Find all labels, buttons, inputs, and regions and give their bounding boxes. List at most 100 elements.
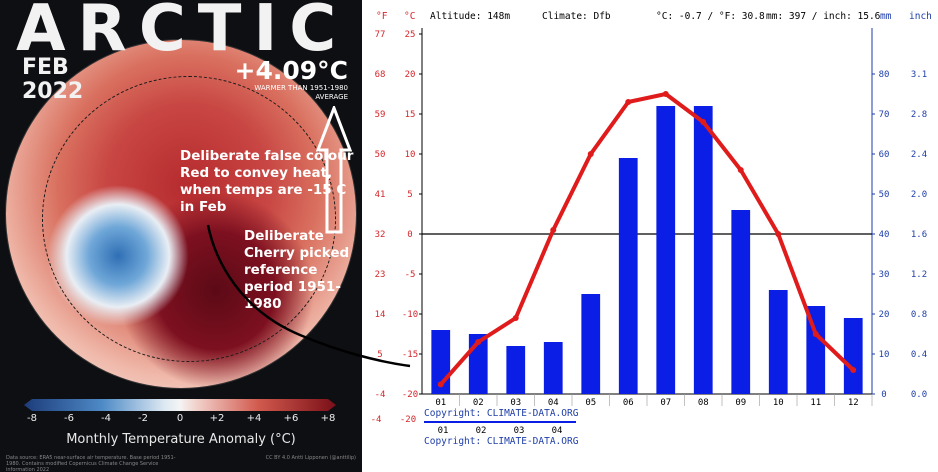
tick-label-f: 14	[375, 310, 386, 320]
temperature-point	[587, 151, 594, 157]
tick-label-inch: 0.8	[911, 310, 927, 320]
arctic-map-panel: ARCTIC FEB 2022 +4.09°C WARMER THAN 1951…	[0, 0, 362, 472]
inset-month-label: 04	[552, 426, 563, 436]
unit-inch: inch	[909, 11, 932, 22]
precip-bar	[768, 290, 788, 394]
map-credit: CC BY 4.0 Antti Lipponen (@anttilip)	[265, 455, 356, 461]
unit-c: °C	[404, 11, 416, 22]
tick-label-inch: 1.6	[911, 230, 927, 240]
tick-label-f: 41	[375, 190, 386, 200]
colorbar-tick: 0	[176, 413, 184, 424]
header-altitude: Altitude: 148m	[430, 11, 511, 22]
colorbar-tick: -6	[64, 413, 74, 424]
inset-tick-f: -4	[371, 415, 382, 425]
map-month-year: FEB 2022	[22, 56, 83, 104]
annotation-false-colour: Deliberate false colour Red to convey he…	[180, 148, 354, 215]
tick-label-f: 50	[375, 150, 386, 160]
annotation-reference-period: Deliberate Cherry picked reference perio…	[244, 228, 350, 312]
inset-tick-c: -20	[400, 415, 416, 425]
inset-month-label: 03	[514, 426, 525, 436]
temperature-point	[512, 315, 519, 321]
tick-label-f: 59	[375, 110, 386, 120]
month-label: 07	[660, 398, 671, 408]
colorbar-tick: +4	[246, 413, 262, 424]
precip-bar	[843, 318, 863, 394]
tick-label-mm: 50	[879, 190, 890, 200]
tick-label-mm: 20	[879, 310, 890, 320]
tick-label-inch: 1.2	[911, 270, 927, 280]
temperature-point	[812, 331, 819, 337]
month-label: 06	[623, 398, 634, 408]
tick-label-f: -4	[375, 390, 386, 400]
unit-f: °F	[376, 11, 388, 22]
unit-mm: mm	[880, 11, 892, 22]
tick-label-inch: 3.1	[911, 70, 927, 80]
tick-label-c: -10	[402, 310, 418, 320]
tick-label-c: 20	[405, 70, 416, 80]
tick-label-mm: 60	[879, 150, 890, 160]
tick-label-c: -5	[405, 270, 416, 280]
precip-bar	[506, 346, 526, 394]
precip-bar	[806, 306, 826, 394]
arctic-circle-line	[42, 76, 336, 362]
tick-label-mm: 0	[881, 390, 886, 400]
month-label: 11	[810, 398, 821, 408]
precip-bar	[693, 106, 713, 394]
tick-label-f: 23	[375, 270, 386, 280]
temperature-point	[737, 167, 744, 173]
month-label: 01	[435, 398, 446, 408]
tick-label-c: -20	[402, 390, 418, 400]
tick-label-f: 77	[375, 30, 386, 40]
month-label: 10	[773, 398, 784, 408]
tick-label-c: 0	[407, 230, 412, 240]
precip-bar	[581, 294, 601, 394]
header-temp: °C: -0.7 / °F: 30.8	[656, 11, 765, 22]
tick-label-mm: 10	[879, 350, 890, 360]
tick-label-mm: 40	[879, 230, 890, 240]
tick-label-c: 5	[407, 190, 412, 200]
colorbar-tick: -8	[27, 413, 37, 424]
tick-label-inch: 2.8	[911, 110, 927, 120]
tick-label-f: 32	[375, 230, 386, 240]
colorbar-tick: +6	[283, 413, 299, 424]
climate-chart-panel: °F °C Altitude: 148m Climate: Dfb °C: -0…	[362, 0, 938, 472]
map-source: Data source: ERA5 near-surface air tempe…	[6, 455, 176, 472]
colorbar-tick: -2	[138, 413, 148, 424]
tick-label-inch: 0.4	[911, 350, 927, 360]
precip-bar	[618, 158, 638, 394]
tick-label-f: 5	[377, 350, 382, 360]
month-label: 02	[473, 398, 484, 408]
tick-label-c: 15	[405, 110, 416, 120]
header-precip: mm: 397 / inch: 15.6	[766, 11, 881, 22]
month-label: 04	[548, 398, 559, 408]
inset-month-label: 01	[438, 426, 449, 436]
temperature-point	[625, 99, 632, 105]
colorbar-tick: -4	[101, 413, 111, 424]
colorbar-label: Monthly Temperature Anomaly (°C)	[66, 432, 296, 447]
colorbar-tick: +8	[320, 413, 336, 424]
climate-chart: -20 -4 -15 5 -10 14 -5 23 0 32 5 41 10 50 15 59 20 68 25 77…	[371, 28, 927, 436]
header-climate: Climate: Dfb	[542, 11, 611, 22]
anomaly-subtitle: WARMER THAN 1951-1980 AVERAGE	[254, 84, 348, 101]
month-label: 09	[735, 398, 746, 408]
precip-bar	[731, 210, 751, 394]
tick-label-inch: 2.4	[911, 150, 927, 160]
temperature-point	[550, 227, 557, 233]
temperature-point	[700, 119, 707, 125]
tick-label-c: -15	[402, 350, 418, 360]
map-month: FEB	[22, 55, 69, 80]
tick-label-mm: 70	[879, 110, 890, 120]
inset-month-label: 02	[476, 426, 487, 436]
colorbar-tick: +2	[209, 413, 225, 424]
month-label: 05	[585, 398, 596, 408]
tick-label-f: 68	[375, 70, 386, 80]
month-label: 12	[848, 398, 859, 408]
tick-label-inch: 0.0	[911, 390, 927, 400]
temperature-point	[662, 91, 669, 97]
precip-bar	[656, 106, 676, 394]
tick-label-mm: 30	[879, 270, 890, 280]
precip-bar	[543, 342, 563, 394]
colorbar-ticks: -8 -6 -4 -2 0 +2 +4 +6 +8	[24, 413, 336, 429]
month-label: 08	[698, 398, 709, 408]
tick-label-mm: 80	[879, 70, 890, 80]
